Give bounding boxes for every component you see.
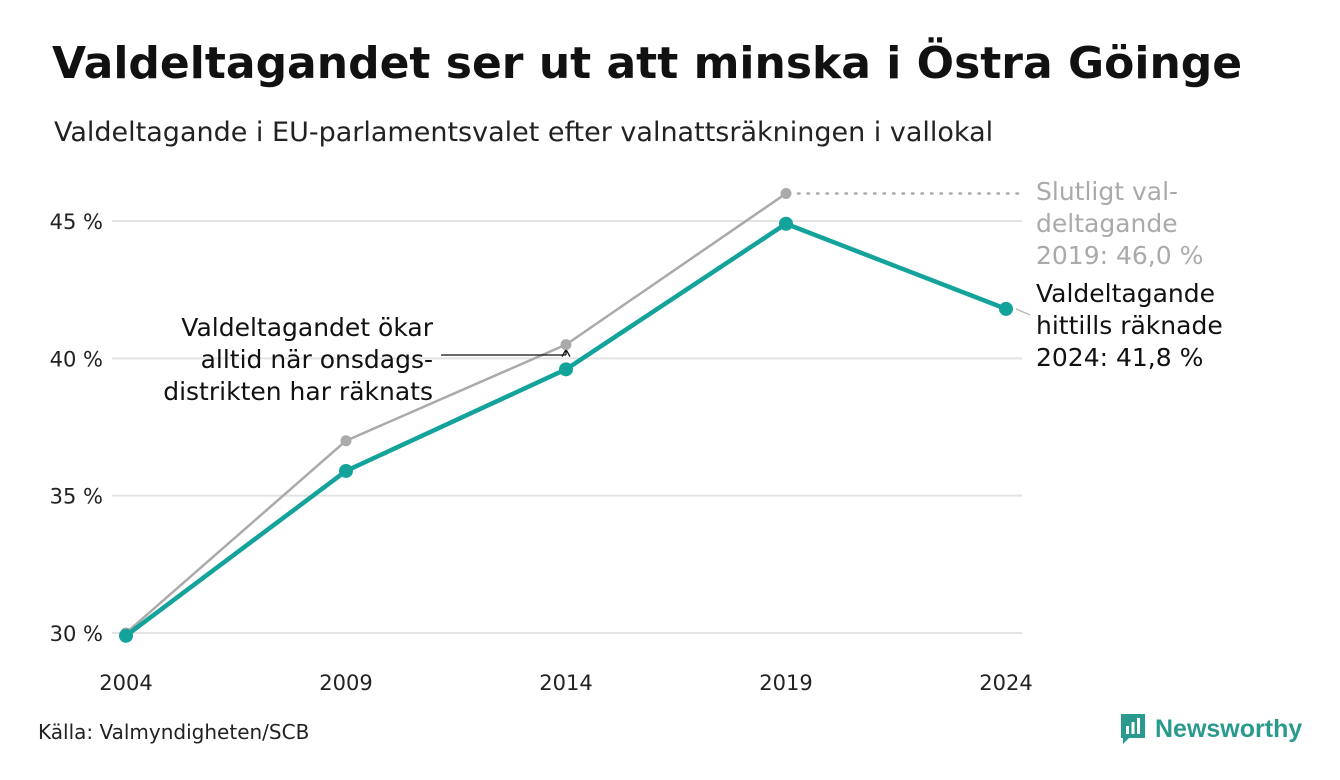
data-point-counted-2024	[999, 301, 1013, 316]
series-points	[119, 188, 1013, 643]
data-point-counted-2019	[779, 216, 793, 231]
brand-name: Newsworthy	[1155, 714, 1303, 743]
final-2019-label-line: Slutligt val-	[1036, 177, 1178, 206]
final-2019-label: Slutligt val-deltagande 2019: 46,0 %	[1036, 177, 1203, 270]
counted-2024-leader	[1015, 308, 1031, 316]
y-tick-label: 45 %	[50, 210, 103, 234]
series-line-counted	[123, 221, 1009, 638]
counted-2024-label-line: Valdeltagande	[1036, 279, 1215, 308]
y-tick-label: 40 %	[50, 347, 103, 371]
y-axis-ticks: 30 % 35 % 40 % 45 %	[50, 210, 103, 646]
data-point-final-2014	[560, 339, 572, 351]
line-chart: 30 % 35 % 40 % 45 % 2004 2009 2014 2019 2024 Sl…	[50, 177, 1223, 695]
series-lines	[123, 192, 1009, 638]
data-point-final-2009	[340, 435, 352, 447]
data-point-counted-2014	[559, 362, 573, 377]
x-axis-ticks: 2004 2009 2014 2019 2024	[99, 671, 1032, 695]
final-2019-label-line: deltagande	[1036, 209, 1178, 238]
data-point-counted-2009	[339, 463, 353, 478]
data-point-counted-2004	[119, 628, 133, 643]
source-note: Källa: Valmyndigheten/SCB	[38, 720, 310, 744]
annotations: Slutligt val-deltagande 2019: 46,0 % Valde…	[163, 177, 1222, 406]
x-tick-label: 2019	[759, 671, 812, 695]
y-tick-label: 30 %	[50, 622, 103, 646]
counted-2024-label: Valdeltagande hittills räknade 2024: 41,8 …	[1036, 279, 1223, 372]
counted-2024-label-line: 2024: 41,8 %	[1036, 343, 1203, 372]
brand-logo: Newsworthy	[1119, 712, 1302, 746]
chart-subtitle: Valdeltagande i EU-parlamentsvalet efter…	[54, 117, 994, 148]
x-tick-label: 2009	[319, 671, 372, 695]
increase-note-line: distrikten har räknats	[163, 377, 433, 406]
newsworthy-logo-icon	[1121, 714, 1145, 744]
series-line-final	[124, 192, 788, 635]
gridlines	[112, 220, 1022, 634]
chart-title: Valdeltagandet ser ut att minska i Östra…	[52, 38, 1243, 89]
y-tick-label: 35 %	[50, 485, 103, 509]
increase-note-line: Valdeltagandet ökar	[181, 313, 433, 342]
x-tick-label: 2024	[979, 671, 1032, 695]
increase-note-line: alltid när onsdags-	[201, 345, 433, 374]
x-tick-label: 2004	[99, 671, 152, 695]
x-tick-label: 2014	[539, 671, 592, 695]
increase-note: Valdeltagandet ökar alltid när onsdags-di…	[163, 313, 433, 406]
final-2019-label-line: 2019: 46,0 %	[1036, 241, 1203, 270]
counted-2024-label-line: hittills räknade	[1036, 311, 1223, 340]
data-point-final-2019	[780, 188, 792, 200]
